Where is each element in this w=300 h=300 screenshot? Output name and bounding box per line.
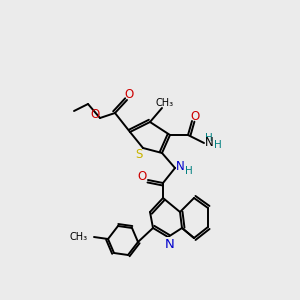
Text: N: N xyxy=(205,136,213,149)
Text: S: S xyxy=(135,148,143,160)
Text: H: H xyxy=(185,166,193,176)
Text: H: H xyxy=(214,140,222,150)
Text: O: O xyxy=(190,110,200,122)
Text: O: O xyxy=(90,109,100,122)
Text: O: O xyxy=(124,88,134,101)
Text: O: O xyxy=(137,169,147,182)
Text: N: N xyxy=(165,238,175,250)
Text: H: H xyxy=(205,133,213,143)
Text: N: N xyxy=(176,160,184,172)
Text: CH₃: CH₃ xyxy=(70,232,88,242)
Text: CH₃: CH₃ xyxy=(156,98,174,108)
